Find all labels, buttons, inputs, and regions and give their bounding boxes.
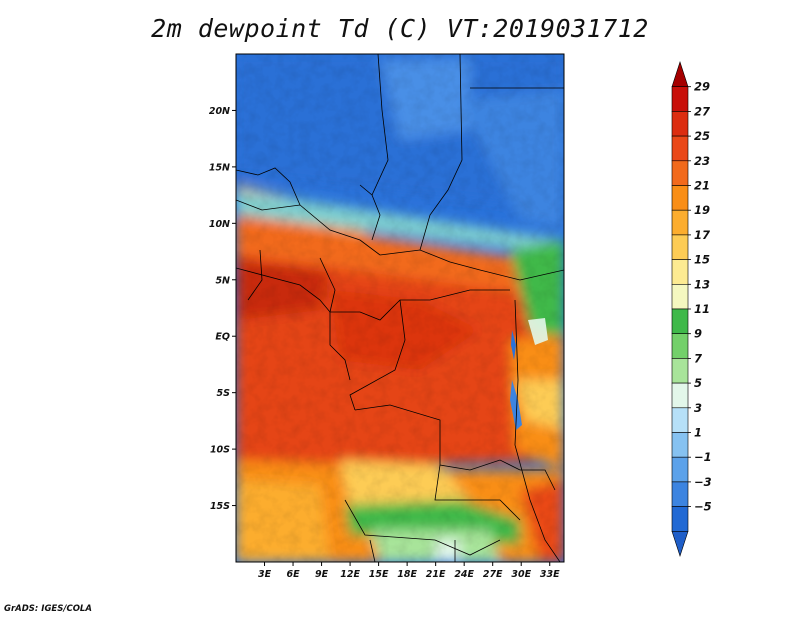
colorbar-label: 1 <box>694 426 702 440</box>
colorbar-swatch <box>671 407 689 433</box>
latitude-axis: 20N 15N 10N 5N EQ 5S 10S 15S <box>209 106 236 512</box>
lat-tick-label: 15N <box>209 162 230 173</box>
dewpoint-field <box>236 54 564 562</box>
lon-tick-label: 9E <box>315 569 329 580</box>
lon-tick-label: 3E <box>258 569 272 580</box>
colorbar-label: −5 <box>694 500 712 514</box>
colorbar-swatch <box>671 209 689 236</box>
colorbar-swatch <box>671 308 689 335</box>
country-borders <box>236 54 564 562</box>
colorbar-label: 15 <box>694 253 710 267</box>
colorbar-swatch <box>671 432 689 458</box>
colorbar-swatch <box>671 86 689 112</box>
lat-tick-label: 10S <box>210 445 230 456</box>
lon-tick-label: 6E <box>286 569 300 580</box>
colorbar-label: −3 <box>694 475 712 489</box>
lat-tick-label: 5S <box>217 388 231 399</box>
lon-tick-label: 24E <box>454 569 474 580</box>
colorbar-label: 13 <box>694 277 710 291</box>
colorbar-label: 9 <box>694 327 702 341</box>
colorbar-label: 17 <box>694 228 710 242</box>
colorbar-swatch <box>671 506 689 532</box>
colorbar-label: 29 <box>694 80 710 94</box>
page-title: 2m dewpoint Td (C) VT:2019031712 <box>151 14 649 43</box>
lat-tick-label: 15S <box>210 501 230 512</box>
lat-tick-label: 10N <box>209 219 230 230</box>
grads-credit: GrADS: IGES/COLA <box>4 604 92 614</box>
lon-tick-label: 12E <box>340 569 360 580</box>
lat-tick-label: EQ <box>215 332 230 343</box>
colorbar-swatch <box>671 333 689 359</box>
colorbar-swatch <box>671 185 689 211</box>
colorbar-swatch <box>671 135 689 162</box>
colorbar-swatch <box>671 481 689 507</box>
colorbar-swatch <box>671 456 689 483</box>
lon-tick-label: 27E <box>483 569 503 580</box>
longitude-axis: 3E 6E 9E 12E 15E 18E 21E 24E 27E 30E 33E <box>258 562 560 580</box>
colorbar-label: 5 <box>694 376 702 390</box>
lon-tick-label: 30E <box>511 569 531 580</box>
colorbar-label: 25 <box>694 129 710 143</box>
colorbar-label: 7 <box>694 351 702 365</box>
colorbar-label: 19 <box>694 203 710 217</box>
colorbar-swatch <box>671 61 689 87</box>
lat-tick-label: 5N <box>215 275 230 286</box>
colorbar-label: 23 <box>694 154 710 168</box>
colorbar-label: 21 <box>694 179 710 193</box>
colorbar-swatch <box>671 358 689 384</box>
colorbar-legend: 29 27 25 23 21 19 17 15 13 11 9 7 5 3 1 −1 −3 −5 <box>671 61 712 557</box>
lon-tick-label: 15E <box>369 569 389 580</box>
colorbar-swatch <box>671 382 689 409</box>
colorbar-swatch <box>671 234 689 260</box>
lon-tick-label: 21E <box>426 569 446 580</box>
colorbar-swatch <box>671 283 689 310</box>
colorbar-label: 11 <box>694 302 710 316</box>
colorbar-swatch <box>671 259 689 285</box>
colorbar-swatch <box>671 111 689 137</box>
map-frame <box>235 53 565 563</box>
colorbar-swatch <box>671 160 689 186</box>
lon-tick-label: 18E <box>397 569 417 580</box>
lat-tick-label: 20N <box>209 106 230 117</box>
colorbar-swatch <box>671 530 689 557</box>
colorbar-label: 27 <box>694 104 710 118</box>
colorbar-label: 3 <box>694 401 702 415</box>
colorbar-label: −1 <box>694 450 712 464</box>
lon-tick-label: 33E <box>540 569 560 580</box>
